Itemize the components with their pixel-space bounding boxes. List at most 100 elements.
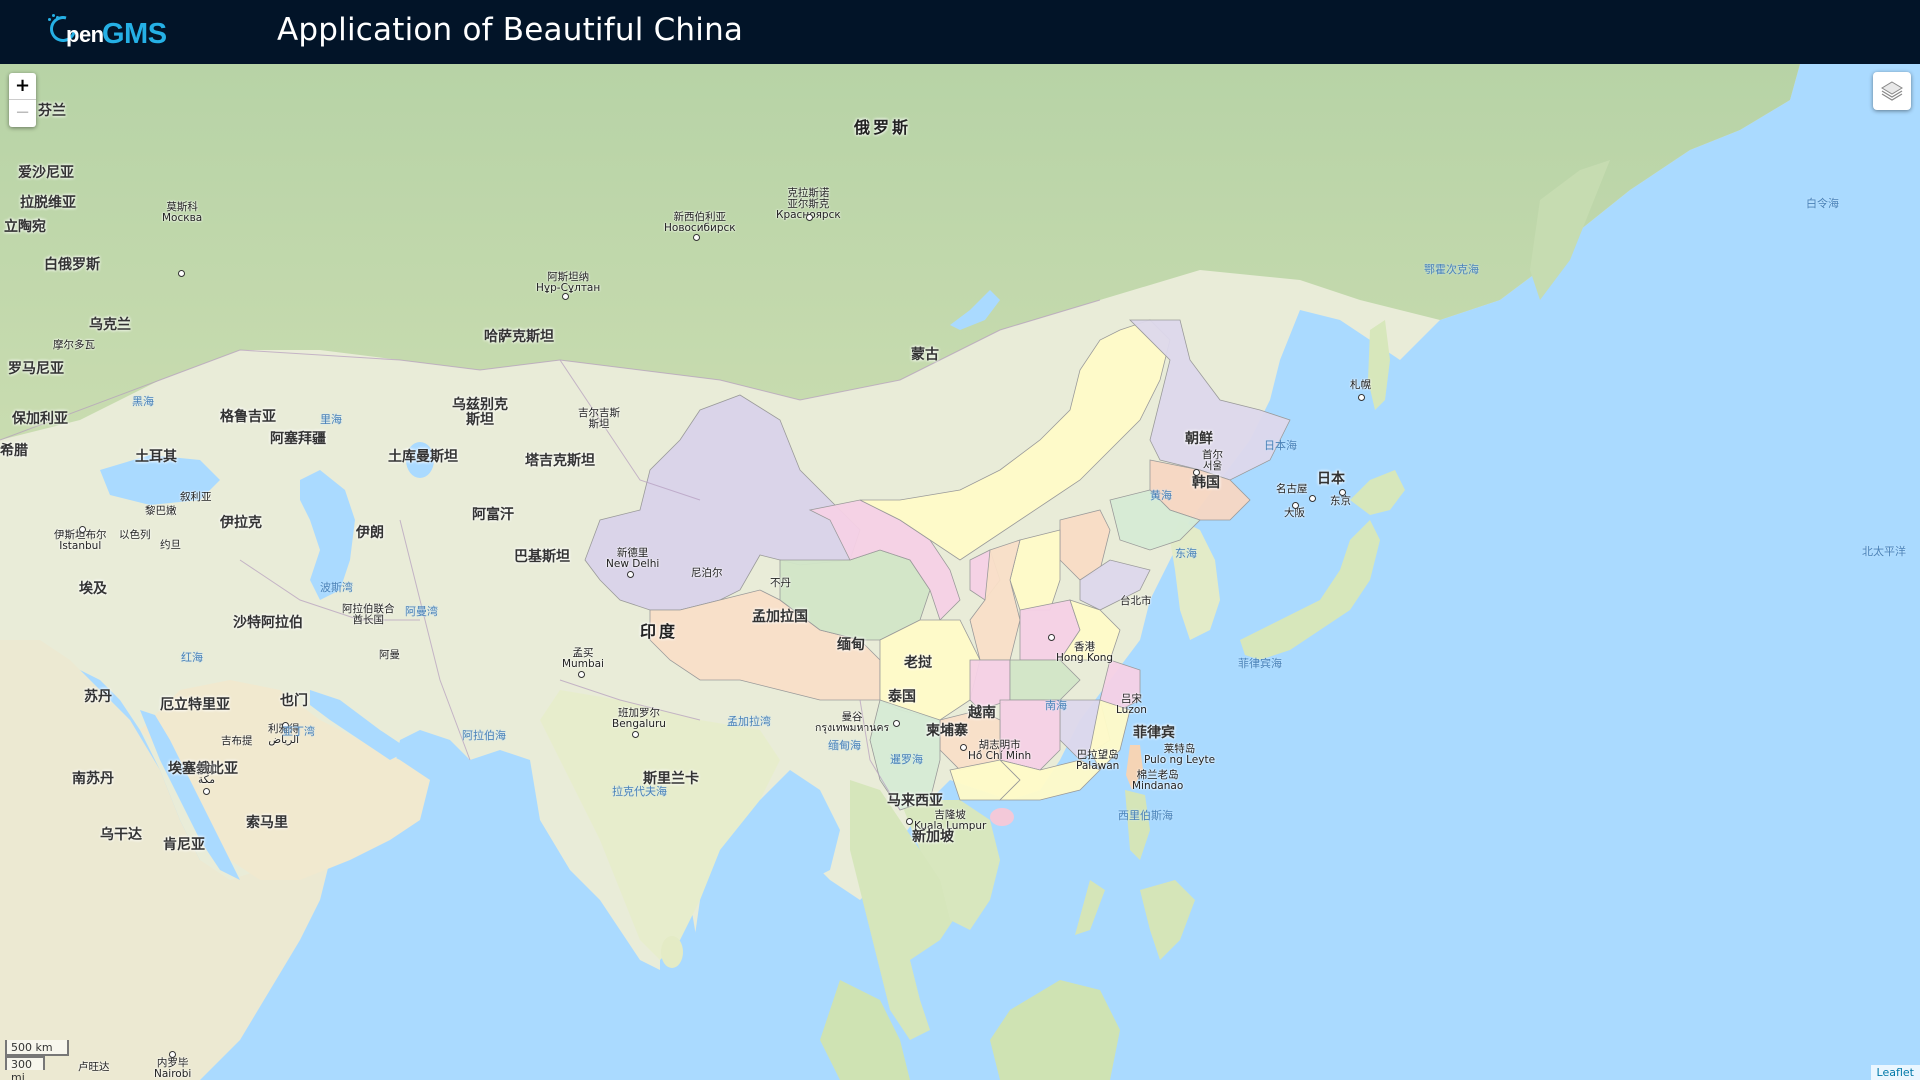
zoom-in-button[interactable]: +: [9, 73, 36, 100]
label-laos: 老挝: [904, 655, 932, 671]
city-dot-kl: [906, 818, 913, 825]
layers-button[interactable]: [1873, 72, 1911, 110]
zoom-out-button[interactable]: −: [14, 102, 31, 123]
label-nairobi: 内罗毕 Nairobi: [154, 1057, 192, 1080]
city-dot-istanbul: [79, 526, 86, 533]
city-dot-seoul: [1193, 469, 1200, 476]
label-eritrea: 厄立特里亚: [160, 697, 230, 713]
label-singapore: 新加坡: [912, 829, 954, 845]
label-tokyo: 东京: [1330, 495, 1351, 507]
label-sea-andaman: 缅甸海: [828, 739, 861, 752]
label-india: 印度: [640, 622, 679, 641]
city-dot-novosibirsk: [693, 234, 700, 241]
label-north-korea: 朝鲜: [1185, 431, 1213, 447]
label-sea-okhotsk: 鄂霍次克海: [1424, 263, 1479, 276]
label-mongolia: 蒙古: [911, 347, 939, 363]
label-bulgaria: 保加利亚: [12, 411, 68, 427]
label-istanbul: 伊斯坦布尔 Istanbul: [54, 529, 107, 553]
label-sea-caspian: 里海: [320, 413, 342, 426]
label-syria: 叙利亚: [180, 491, 212, 503]
city-dot-bengaluru: [632, 731, 639, 738]
label-palawan: 巴拉望岛 Palawan: [1076, 749, 1120, 773]
label-sea-bering: 白令海: [1806, 197, 1839, 210]
zoom-control: + −: [9, 73, 36, 127]
label-mindanao: 棉兰老岛 Mindanao: [1132, 769, 1184, 793]
label-sea-laccadive: 拉克代夫海: [612, 785, 667, 798]
label-turkey: 土耳其: [135, 449, 177, 465]
city-dot-astana: [562, 293, 569, 300]
label-ukraine: 乌克兰: [89, 317, 131, 333]
label-nagoya: 名古屋: [1276, 483, 1308, 495]
city-dot-sapporo: [1358, 394, 1365, 401]
label-belarus: 白俄罗斯: [44, 257, 100, 273]
map-view[interactable]: 俄罗斯 蒙古 哈萨克斯坦 乌兹别克 斯坦 吉尔吉斯 斯坦 塔吉克斯坦 土库曼斯坦…: [0, 64, 1920, 1080]
leaflet-attribution-link[interactable]: Leaflet: [1870, 1065, 1920, 1080]
label-sea-south: 南海: [1045, 699, 1067, 712]
top-header: pen GMS Application of Beautiful China: [0, 0, 1920, 64]
label-uae: 阿拉伯联合 酋长国: [342, 603, 395, 627]
label-israel: 以色列: [119, 529, 151, 541]
label-taipei: 台北市: [1120, 595, 1152, 607]
label-nepal: 尼泊尔: [691, 567, 723, 579]
label-sea-red: 红海: [181, 651, 203, 664]
label-hcmc: 胡志明市 Hồ Chí Minh: [968, 739, 1032, 763]
layers-icon: [1881, 81, 1903, 101]
label-malaysia: 马来西亚: [887, 793, 943, 809]
label-cambodia: 柬埔寨: [926, 723, 968, 739]
label-south-sudan: 南苏丹: [72, 771, 114, 787]
label-sea-aden: 亚丁湾: [282, 725, 315, 738]
label-seoul: 首尔 서울: [1202, 449, 1223, 473]
label-bengaluru: 班加罗尔 Bengaluru: [612, 707, 666, 731]
label-riyadh: 利雅得 الرياض: [268, 723, 300, 747]
label-kazakhstan: 哈萨克斯坦: [484, 329, 554, 345]
label-japan: 日本: [1317, 471, 1345, 487]
city-dot-newdelhi: [627, 571, 634, 578]
basemap: [0, 64, 1920, 1080]
label-sudan: 苏丹: [84, 689, 112, 705]
label-egypt: 埃及: [79, 581, 107, 597]
label-mecca: 麦加 مكة: [196, 763, 217, 787]
label-djibouti: 吉布提: [221, 735, 253, 747]
label-sea-east: 东海: [1175, 547, 1197, 560]
city-dot-mecca: [203, 788, 210, 795]
label-ethiopia: 埃塞俄比亚: [168, 761, 238, 777]
city-dot-krasnoyarsk: [806, 214, 813, 221]
label-kenya: 肯尼亚: [163, 837, 205, 853]
city-dot-mumbai: [578, 671, 585, 678]
label-azerbaijan: 阿塞拜疆: [270, 431, 326, 447]
label-sea-celebes: 西里伯斯海: [1118, 809, 1173, 822]
label-osaka: 大阪: [1284, 507, 1305, 519]
opengms-logo[interactable]: pen GMS: [45, 11, 170, 52]
label-srilanka: 斯里兰卡: [643, 771, 699, 787]
scale-bar: 500 km 300 mi: [5, 1040, 69, 1080]
label-vietnam: 越南: [968, 705, 996, 721]
logo-dots-icon: [48, 14, 59, 24]
city-dot-nagoya: [1309, 495, 1316, 502]
label-sea-siam: 暹罗海: [890, 753, 923, 766]
city-dot-moscow: [178, 270, 185, 277]
label-jordan: 约旦: [160, 539, 181, 551]
page-title: Application of Beautiful China: [277, 12, 744, 48]
label-moldova: 摩尔多瓦: [53, 339, 95, 351]
label-sea-philippine: 菲律宾海: [1238, 657, 1282, 670]
label-saudi: 沙特阿拉伯: [233, 615, 303, 631]
label-hongkong: 香港 Hong Kong: [1056, 641, 1114, 665]
label-greece: 希腊: [0, 443, 28, 459]
label-leyte: 莱特岛 Pulo ng Leyte: [1144, 743, 1216, 767]
label-romania: 罗马尼亚: [8, 361, 64, 377]
label-sea-japan: 日本海: [1264, 439, 1297, 452]
scale-metric: 500 km: [5, 1040, 69, 1056]
label-bangkok: 曼谷 กรุงเทพมหานคร: [815, 711, 890, 735]
label-kl: 吉隆坡 Kuala Lumpur: [914, 809, 987, 833]
city-dot-nairobi: [169, 1051, 176, 1058]
label-estonia: 爱沙尼亚: [18, 165, 74, 181]
label-sea-arabian: 阿拉伯海: [462, 729, 506, 742]
label-sea-black: 黑海: [132, 395, 154, 408]
label-moscow: 莫斯科 Москва: [162, 201, 203, 225]
city-dot-bangkok: [893, 720, 900, 727]
label-newdelhi: 新德里 New Delhi: [606, 547, 660, 571]
label-south-korea: 韩国: [1192, 475, 1220, 491]
label-finland: 芬兰: [38, 103, 66, 119]
city-dot-osaka: [1292, 502, 1299, 509]
label-sea-persian: 波斯湾: [320, 581, 353, 594]
